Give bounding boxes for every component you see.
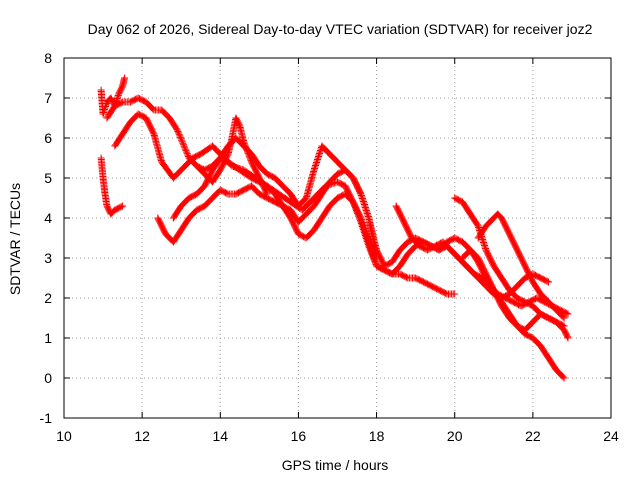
series-track-j xyxy=(474,210,568,322)
plot-area-frame xyxy=(63,57,612,419)
y-tick-label: 3 xyxy=(44,250,52,266)
series-track-e xyxy=(154,166,552,302)
series-track-i xyxy=(451,194,568,330)
y-tick-label: 1 xyxy=(44,330,52,346)
y-tick-label: -1 xyxy=(40,410,53,426)
series-track-g xyxy=(193,114,271,198)
x-axis-label: GPS time / hours xyxy=(282,457,389,473)
series-markers xyxy=(111,110,568,382)
series-markers xyxy=(193,114,271,198)
x-tick-label: 20 xyxy=(447,428,463,444)
series-track-d xyxy=(111,110,568,382)
x-tick-label: 22 xyxy=(525,428,541,444)
y-tick-label: 6 xyxy=(44,130,52,146)
x-tick-label: 16 xyxy=(291,428,307,444)
y-tick-label: 8 xyxy=(44,50,52,66)
chart-title: Day 062 of 2026, Sidereal Day-to-day VTE… xyxy=(88,21,593,37)
x-tick-label: 10 xyxy=(56,428,72,444)
y-tick-label: 0 xyxy=(44,370,52,386)
y-tick-label: 4 xyxy=(44,210,52,226)
series-markers xyxy=(97,154,127,218)
series-markers xyxy=(169,134,381,262)
y-axis-label: SDTVAR / TECUs xyxy=(7,183,23,295)
y-tick-label: 7 xyxy=(44,90,52,106)
x-tick-label: 12 xyxy=(134,428,150,444)
y-tick-label: 5 xyxy=(44,170,52,186)
series-markers xyxy=(474,210,568,322)
data-points xyxy=(97,74,572,382)
series-markers xyxy=(459,246,572,342)
x-tick-label: 18 xyxy=(369,428,385,444)
series-track-b xyxy=(97,154,127,218)
y-tick-label: 2 xyxy=(44,290,52,306)
x-tick-label: 24 xyxy=(603,428,619,444)
series-markers xyxy=(451,194,568,330)
series-track-k xyxy=(459,246,572,342)
grid xyxy=(64,58,611,418)
x-tick-label: 14 xyxy=(212,428,228,444)
series-markers xyxy=(154,166,552,302)
series-track-f xyxy=(169,134,381,262)
